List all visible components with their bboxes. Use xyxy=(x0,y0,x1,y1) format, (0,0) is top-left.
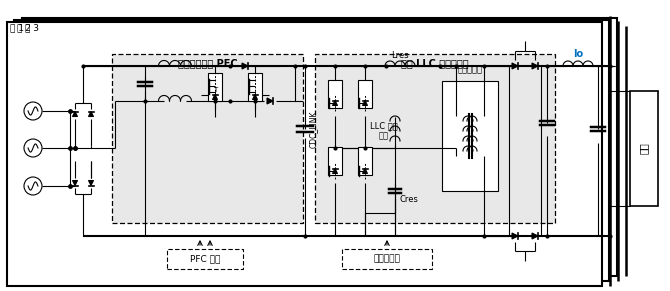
Polygon shape xyxy=(88,111,94,116)
Text: LLC 储能
电路: LLC 储能 电路 xyxy=(370,121,398,141)
Polygon shape xyxy=(532,63,538,69)
Polygon shape xyxy=(512,63,518,69)
FancyBboxPatch shape xyxy=(328,147,342,175)
Polygon shape xyxy=(267,98,273,104)
Text: Lres: Lres xyxy=(391,51,409,60)
Text: 初级侧门控: 初级侧门控 xyxy=(374,255,401,263)
Polygon shape xyxy=(512,233,518,239)
Text: PFC 控制: PFC 控制 xyxy=(190,255,220,263)
FancyBboxPatch shape xyxy=(248,73,262,101)
Text: 电池: 电池 xyxy=(639,143,649,154)
FancyBboxPatch shape xyxy=(358,80,372,108)
FancyBboxPatch shape xyxy=(167,249,243,269)
Text: 隔离变压器: 隔离变压器 xyxy=(458,65,482,74)
FancyBboxPatch shape xyxy=(7,22,602,286)
FancyBboxPatch shape xyxy=(358,147,372,175)
FancyBboxPatch shape xyxy=(208,73,222,101)
Polygon shape xyxy=(242,63,248,69)
Polygon shape xyxy=(72,111,78,116)
Text: 相 1: 相 1 xyxy=(10,23,24,32)
Polygon shape xyxy=(362,168,368,173)
Polygon shape xyxy=(88,180,94,185)
Text: 相 3: 相 3 xyxy=(25,23,39,32)
FancyBboxPatch shape xyxy=(442,81,498,191)
FancyBboxPatch shape xyxy=(328,80,342,108)
Text: 单向 LLC 全桥转换器: 单向 LLC 全桥转换器 xyxy=(401,58,469,68)
Polygon shape xyxy=(332,168,338,173)
Text: Cres: Cres xyxy=(399,195,418,204)
Polygon shape xyxy=(253,95,257,100)
Polygon shape xyxy=(532,233,538,239)
Text: CDC_LINK: CDC_LINK xyxy=(309,110,318,148)
Text: 相 2: 相 2 xyxy=(17,23,31,32)
Text: Io: Io xyxy=(573,49,583,59)
Text: T: T xyxy=(213,87,217,93)
FancyBboxPatch shape xyxy=(112,54,303,223)
Polygon shape xyxy=(212,95,218,100)
Text: 传统的交错式 PFC: 传统的交错式 PFC xyxy=(178,58,237,68)
FancyBboxPatch shape xyxy=(630,91,658,206)
Polygon shape xyxy=(332,100,338,106)
Polygon shape xyxy=(72,180,78,185)
FancyBboxPatch shape xyxy=(342,249,432,269)
FancyBboxPatch shape xyxy=(22,18,617,276)
Polygon shape xyxy=(362,100,368,106)
FancyBboxPatch shape xyxy=(14,20,609,281)
FancyBboxPatch shape xyxy=(315,54,555,223)
